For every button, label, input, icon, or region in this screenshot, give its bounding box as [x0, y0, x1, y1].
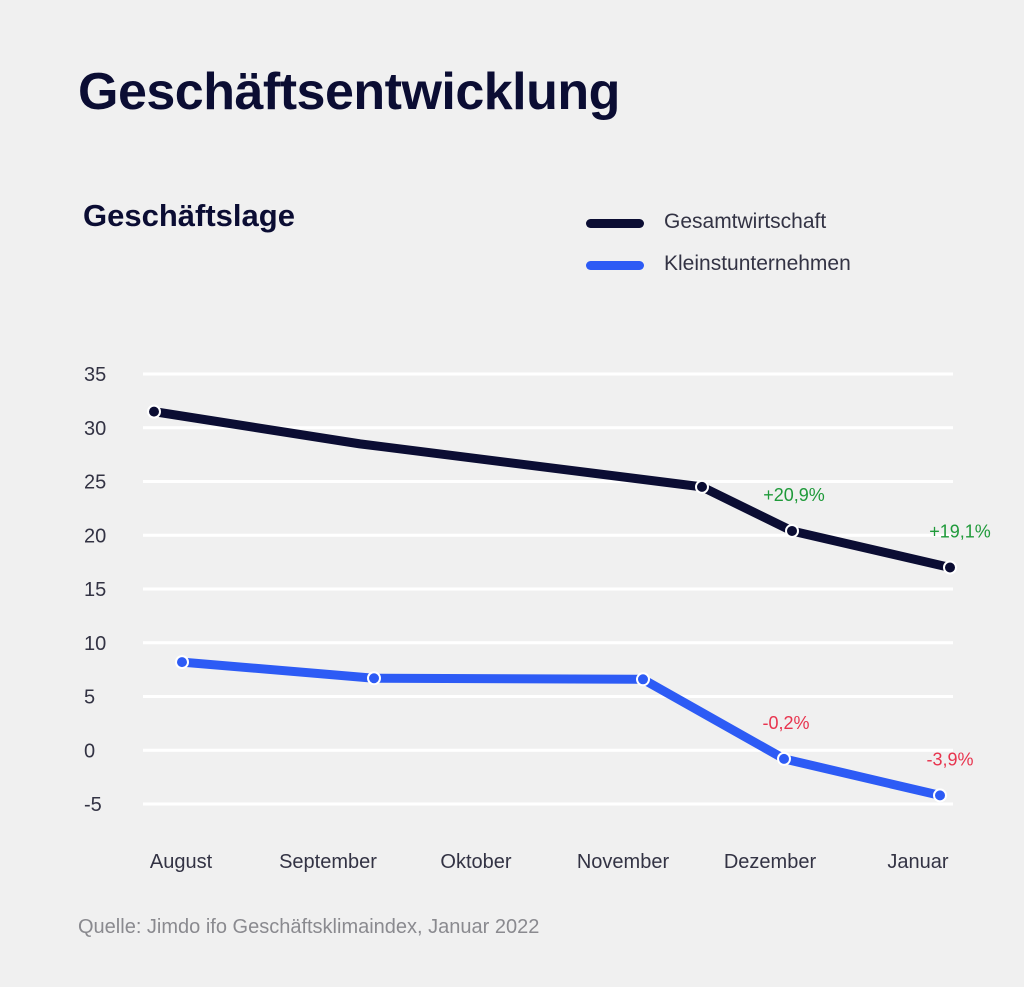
x-tick-label: Oktober: [440, 851, 511, 873]
data-point: [695, 479, 709, 494]
y-tick-label: 15: [84, 579, 106, 601]
x-axis-ticks: August September Oktober November Dezember Ja…: [150, 851, 949, 873]
series-line-1: [177, 657, 945, 800]
chart-title: Geschäftslage: [83, 198, 295, 233]
source-note: Quelle: Jimdo ifo Geschäftsklimaindex, J…: [78, 916, 540, 938]
data-point: [367, 671, 381, 686]
grid-lines: [143, 372, 953, 806]
legend-swatch-kleinstunternehmen: [586, 261, 644, 270]
data-label: -3,9%: [926, 749, 973, 769]
y-tick-label: 0: [84, 740, 95, 762]
y-tick-label: 30: [84, 418, 106, 440]
series-line-0: [149, 407, 955, 572]
x-tick-label: August: [150, 851, 213, 873]
y-axis-ticks: 35 30 25 20 15 10 5 0 -5: [84, 364, 106, 816]
x-tick-label: Dezember: [724, 851, 817, 873]
legend-label-gesamtwirtschaft: Gesamtwirtschaft: [664, 210, 827, 233]
legend-swatch-gesamtwirtschaft: [586, 219, 644, 228]
y-tick-label: 35: [84, 364, 106, 386]
x-tick-label: Januar: [887, 851, 948, 873]
legend-label-kleinstunternehmen: Kleinstunternehmen: [664, 252, 851, 275]
data-label: -0,2%: [762, 713, 809, 733]
data-labels: +20,9% +19,1% -0,2% -3,9%: [762, 485, 990, 769]
y-tick-label: -5: [84, 794, 102, 816]
data-point: [147, 404, 161, 419]
y-tick-label: 20: [84, 525, 106, 547]
data-point: [943, 560, 957, 575]
page-title: Geschäftsentwicklung: [78, 63, 620, 121]
y-tick-label: 5: [84, 687, 95, 709]
y-tick-label: 25: [84, 472, 106, 494]
data-point: [933, 788, 947, 803]
data-label: +20,9%: [763, 485, 825, 505]
data-point: [777, 751, 791, 766]
y-tick-label: 10: [84, 633, 106, 655]
series-lines: [149, 407, 955, 800]
x-tick-label: September: [279, 851, 377, 873]
data-label: +19,1%: [929, 522, 991, 542]
data-point: [636, 672, 650, 687]
data-point: [785, 523, 799, 538]
x-tick-label: November: [577, 851, 670, 873]
data-point: [175, 655, 189, 670]
series-points: [147, 404, 957, 803]
